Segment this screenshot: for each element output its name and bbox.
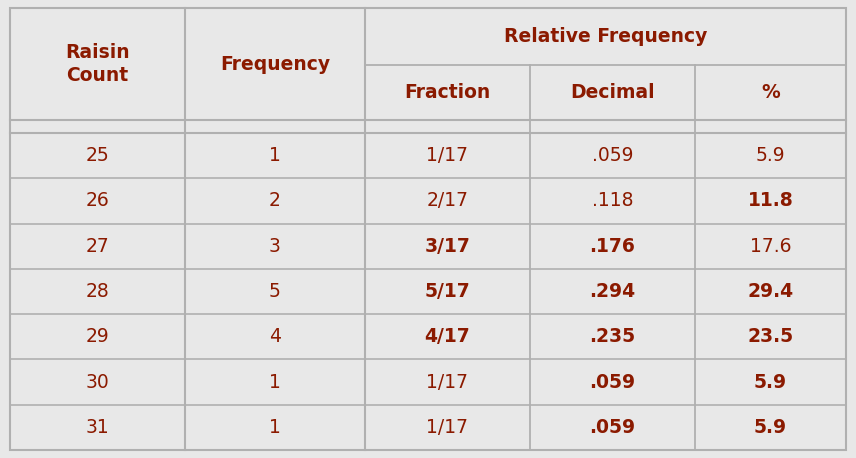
Text: 1: 1 [269, 372, 281, 392]
Text: .176: .176 [590, 237, 635, 256]
Text: 27: 27 [86, 237, 110, 256]
Text: 3: 3 [269, 237, 281, 256]
Text: 3/17: 3/17 [425, 237, 471, 256]
Text: 5.9: 5.9 [756, 146, 785, 165]
Text: .059: .059 [590, 372, 635, 392]
Text: 11.8: 11.8 [747, 191, 794, 210]
Text: .294: .294 [590, 282, 635, 301]
Text: 23.5: 23.5 [747, 327, 794, 346]
Text: 4: 4 [269, 327, 281, 346]
Text: Decimal: Decimal [570, 83, 655, 102]
Text: 29: 29 [86, 327, 110, 346]
Text: Relative Frequency: Relative Frequency [504, 27, 707, 46]
Text: 1: 1 [269, 418, 281, 437]
Text: 5.9: 5.9 [754, 418, 787, 437]
Text: 1/17: 1/17 [426, 146, 468, 165]
Text: .059: .059 [591, 146, 633, 165]
Text: 25: 25 [86, 146, 110, 165]
Text: .059: .059 [590, 418, 635, 437]
Text: Frequency: Frequency [220, 55, 330, 73]
Text: .235: .235 [590, 327, 635, 346]
Text: .118: .118 [591, 191, 633, 210]
Text: %: % [761, 83, 780, 102]
Text: 1/17: 1/17 [426, 418, 468, 437]
Text: Raisin
Count: Raisin Count [65, 43, 130, 85]
Text: Fraction: Fraction [404, 83, 490, 102]
Text: 5.9: 5.9 [754, 372, 787, 392]
Text: 5/17: 5/17 [425, 282, 471, 301]
Text: 26: 26 [86, 191, 110, 210]
Text: 28: 28 [86, 282, 110, 301]
Text: 29.4: 29.4 [747, 282, 794, 301]
Text: 5: 5 [269, 282, 281, 301]
Text: 2/17: 2/17 [426, 191, 468, 210]
Text: 4/17: 4/17 [425, 327, 471, 346]
Text: 17.6: 17.6 [750, 237, 791, 256]
Text: 30: 30 [86, 372, 110, 392]
Text: 1/17: 1/17 [426, 372, 468, 392]
Text: 2: 2 [269, 191, 281, 210]
Text: 31: 31 [86, 418, 110, 437]
Text: 1: 1 [269, 146, 281, 165]
